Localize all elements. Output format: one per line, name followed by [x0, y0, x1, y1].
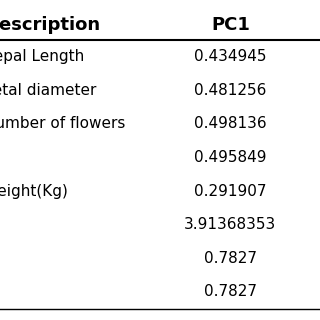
- Text: Description: Description: [0, 16, 100, 34]
- Text: Petal diameter: Petal diameter: [0, 83, 96, 98]
- Text: 3.91368353: 3.91368353: [184, 217, 276, 232]
- Text: 0.7827: 0.7827: [204, 284, 257, 300]
- Text: PC1: PC1: [211, 16, 250, 34]
- Text: 0.481256: 0.481256: [194, 83, 267, 98]
- Text: 0.434945: 0.434945: [194, 49, 267, 64]
- Text: Weight(Kg): Weight(Kg): [0, 184, 69, 199]
- Text: Number of flowers: Number of flowers: [0, 116, 125, 132]
- Text: Sepal Length: Sepal Length: [0, 49, 84, 64]
- Text: 0.291907: 0.291907: [194, 184, 267, 199]
- Text: 0.7827: 0.7827: [204, 251, 257, 266]
- Text: 0.495849: 0.495849: [194, 150, 267, 165]
- Text: 0.498136: 0.498136: [194, 116, 267, 132]
